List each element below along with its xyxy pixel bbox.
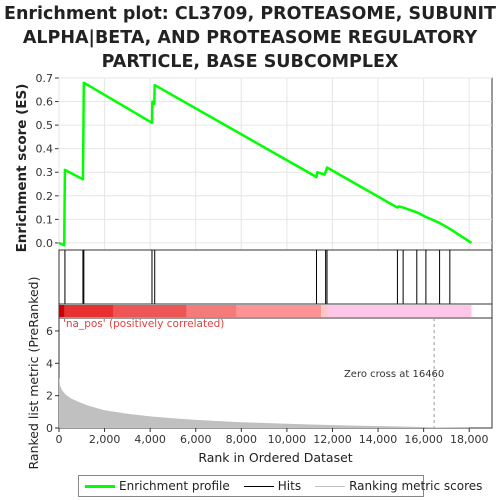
metric-xtick-label: 0 bbox=[56, 433, 63, 446]
metric-xtick-label: 18,000 bbox=[450, 433, 489, 446]
es-ytick-label: 0.4 bbox=[36, 143, 54, 156]
colorbar-segment bbox=[321, 305, 328, 317]
es-ytick-label: 0.1 bbox=[36, 213, 54, 226]
title-line-2: ALPHA|BETA, AND PROTEASOME REGULATORY bbox=[22, 28, 478, 48]
metric-xtick-label: 12,000 bbox=[313, 433, 352, 446]
colorbar-segment bbox=[236, 305, 322, 317]
enrichment-profile-line bbox=[58, 81, 473, 247]
colorbar-segment bbox=[113, 305, 187, 317]
es-ytick-label: 0.7 bbox=[36, 72, 54, 85]
es-ytick-label: 0.5 bbox=[36, 119, 54, 132]
metric-ytick-label: 2 bbox=[46, 390, 53, 403]
legend: Enrichment profile Hits Ranking metric s… bbox=[78, 475, 482, 497]
es-ytick-label: 0.0 bbox=[36, 237, 54, 250]
es-plot-frame bbox=[58, 77, 493, 251]
metric-panel: 0 2 4 6 0 2,000 4,000 6,000 8,000 10,000 12,000 14,… bbox=[26, 277, 493, 470]
legend-item-metric: Ranking metric scores bbox=[315, 479, 482, 493]
pos-correlated-label: 'na_pos' (positively correlated) bbox=[63, 318, 224, 330]
metric-xtick-label: 2,000 bbox=[89, 433, 121, 446]
legend-label-enrichment: Enrichment profile bbox=[119, 479, 230, 493]
colorbar-segment bbox=[64, 305, 114, 317]
es-panel: 0.0 0.1 0.2 0.3 0.4 0.5 0.6 0.7 Enrichment score… bbox=[14, 72, 493, 253]
title-line-3: PARTICLE, BASE SUBCOMPLEX bbox=[101, 52, 399, 72]
hits-panel bbox=[58, 249, 493, 305]
legend-item-enrichment: Enrichment profile bbox=[85, 479, 230, 493]
legend-label-hits: Hits bbox=[277, 479, 302, 493]
es-ytick-label: 0.3 bbox=[36, 166, 54, 179]
colorbar-segment bbox=[327, 305, 472, 317]
colorbar-segment bbox=[59, 305, 65, 317]
title-line-1: Enrichment plot: CL3709, PROTEASOME, SUB… bbox=[4, 4, 496, 24]
metric-xtick-label: 14,000 bbox=[359, 433, 398, 446]
legend-swatch-metric bbox=[315, 485, 346, 487]
legend-item-hits: Hits bbox=[243, 479, 302, 493]
es-ytick-label: 0.2 bbox=[36, 190, 54, 203]
metric-plot-frame bbox=[58, 317, 493, 429]
colorbar-segment bbox=[186, 305, 237, 317]
metric-ytick-label: 6 bbox=[46, 325, 53, 338]
metric-ytick-label: 0 bbox=[46, 422, 53, 435]
legend-label-metric: Ranking metric scores bbox=[349, 479, 483, 493]
es-ylabel: Enrichment score (ES) bbox=[14, 84, 30, 253]
metric-xtick-label: 10,000 bbox=[268, 433, 307, 446]
metric-ytick-label: 4 bbox=[46, 357, 53, 370]
metric-xlabel: Rank in Ordered Dataset bbox=[198, 450, 352, 465]
chart-title: Enrichment plot: CL3709, PROTEASOME, SUB… bbox=[0, 2, 500, 74]
es-ytick-label: 0.6 bbox=[36, 96, 54, 109]
metric-ylabel: Ranked list metric (PreRanked) bbox=[26, 277, 41, 470]
hits-frame bbox=[58, 249, 493, 305]
metric-xtick-label: 16,000 bbox=[404, 433, 443, 446]
legend-swatch-enrichment bbox=[85, 484, 115, 488]
metric-xtick-label: 6,000 bbox=[180, 433, 212, 446]
legend-swatch-hits bbox=[243, 485, 274, 487]
colorbar-panel bbox=[58, 303, 493, 319]
zero-cross-label: Zero cross at 16460 bbox=[344, 369, 444, 380]
metric-xtick-label: 4,000 bbox=[134, 433, 166, 446]
metric-xtick-label: 8,000 bbox=[226, 433, 258, 446]
metric-area bbox=[59, 376, 470, 428]
